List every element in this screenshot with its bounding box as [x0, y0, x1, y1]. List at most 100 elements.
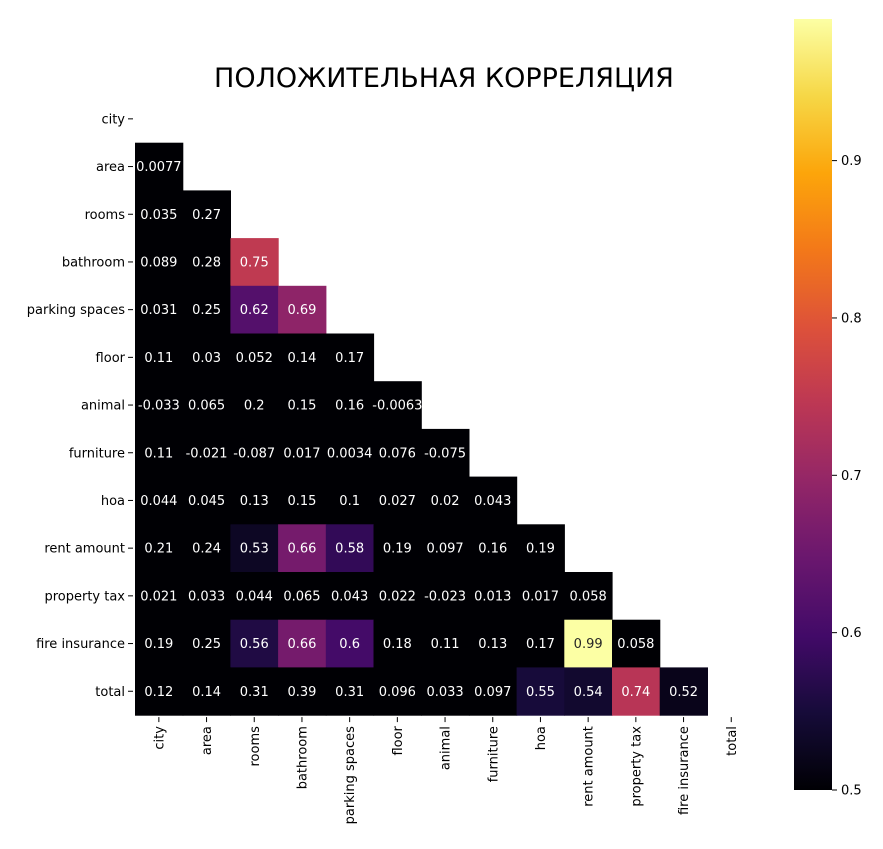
- cell-value-label: 0.99: [574, 637, 603, 652]
- colorbar-tick-label: 0.8: [841, 311, 862, 326]
- cell-value-label: 0.25: [192, 303, 221, 318]
- heatmap-cell: [278, 524, 327, 573]
- heatmap-cell: [421, 428, 470, 478]
- cell-value-label: -0.087: [233, 446, 275, 461]
- cell-value-label: 0.21: [144, 542, 173, 557]
- heatmap-cell: [373, 572, 422, 621]
- cell-value-label: 0.096: [379, 685, 416, 700]
- heatmap-cell: [135, 190, 184, 239]
- y-tick-label: rooms: [85, 208, 126, 223]
- heatmap-cell: [516, 572, 565, 621]
- cell-value-label: 0.75: [240, 255, 269, 270]
- colorbar-ticks: 0.5 0.6 0.7 0.8 0.9: [832, 154, 862, 799]
- cell-value-label: 0.28: [192, 255, 221, 270]
- cell-value-label: 0.15: [287, 399, 316, 414]
- heatmap-cell: [135, 667, 184, 716]
- x-tick-label: bathroom: [295, 726, 310, 789]
- colorbar-tick-label: 0.5: [841, 784, 862, 799]
- x-tick-label: hoa: [534, 726, 549, 750]
- cell-value-label: 0.19: [526, 542, 555, 557]
- cell-value-label: 0.13: [478, 637, 507, 652]
- cell-value-label: 0.18: [383, 637, 412, 652]
- cell-value-label: 0.54: [574, 685, 603, 700]
- y-tick-label: fire insurance: [36, 637, 125, 652]
- x-tick-label: rooms: [248, 726, 263, 767]
- cell-value-label: 0.19: [144, 637, 173, 652]
- y-tick-label: rent amount: [44, 542, 125, 557]
- cell-value-label: 0.0034: [327, 446, 373, 461]
- heatmap-cell: [468, 524, 518, 573]
- y-axis-labels: city area rooms bathroom parking spaces floor…: [27, 112, 133, 700]
- heatmap-cell: [182, 667, 231, 716]
- cell-value-label: 0.16: [478, 542, 507, 557]
- heatmap-cell: [659, 667, 708, 716]
- heatmap-cell: [325, 572, 375, 621]
- cell-value-label: 0.31: [335, 685, 364, 700]
- heatmap-cell: [564, 572, 613, 621]
- cell-value-label: 0.065: [283, 589, 320, 604]
- cell-value-label: 0.11: [431, 637, 460, 652]
- colorbar-tick-label: 0.7: [841, 469, 862, 484]
- colorbar: [794, 19, 832, 790]
- x-axis-labels: city area rooms bathroom parking spaces floor…: [152, 717, 740, 824]
- heatmap-cell: [325, 333, 375, 382]
- heatmap-cell: [325, 524, 375, 573]
- cell-value-label: 0.044: [140, 494, 177, 509]
- cell-value-label: 0.097: [474, 685, 511, 700]
- x-tick-label: total: [725, 726, 740, 756]
- cell-value-label: -0.023: [424, 589, 466, 604]
- heatmap-cell: [278, 333, 327, 382]
- cell-value-label: -0.0063: [372, 399, 422, 414]
- cell-value-label: 0.017: [283, 446, 320, 461]
- cell-value-label: 0.021: [140, 589, 177, 604]
- heatmap-cell: [135, 238, 184, 287]
- cell-value-label: 0.14: [192, 685, 221, 700]
- cell-value-label: 0.022: [379, 589, 416, 604]
- cell-value-label: 0.6: [339, 637, 360, 652]
- y-tick-label: area: [96, 160, 125, 175]
- heatmap-cell: [278, 285, 327, 335]
- heatmap-cell: [135, 572, 184, 621]
- heatmap-cell: [135, 428, 184, 478]
- cell-value-label: 0.1: [339, 494, 360, 509]
- cell-value-label: 0.25: [192, 637, 221, 652]
- cell-value-label: 0.74: [621, 685, 650, 700]
- heatmap-cell: [373, 524, 422, 573]
- heatmap-cell: [182, 190, 231, 239]
- cell-value-label: 0.17: [526, 637, 555, 652]
- heatmap-cell: [564, 619, 613, 668]
- heatmap-cell: [325, 428, 375, 478]
- cell-value-label: -0.021: [186, 446, 228, 461]
- heatmap-cell: [373, 476, 422, 525]
- cell-value-label: 0.62: [240, 303, 269, 318]
- cell-value-label: 0.0077: [136, 160, 182, 175]
- cell-value-label: 0.043: [474, 494, 511, 509]
- colorbar-tick-label: 0.9: [841, 154, 862, 169]
- heatmap-cell: [516, 667, 565, 716]
- cell-value-label: 0.16: [335, 399, 364, 414]
- cell-value-label: 0.065: [188, 399, 225, 414]
- x-tick-label: property tax: [629, 726, 644, 807]
- cell-value-label: 0.39: [287, 685, 316, 700]
- heatmap-cell: [135, 381, 184, 430]
- cell-value-label: 0.02: [431, 494, 460, 509]
- x-tick-label: area: [200, 726, 215, 755]
- heatmap-cell: [230, 667, 279, 716]
- cell-value-label: 0.013: [474, 589, 511, 604]
- x-tick-label: city: [152, 726, 167, 750]
- x-tick-label: furniture: [486, 726, 501, 782]
- heatmap-cell: [421, 572, 470, 621]
- heatmap-cell: [230, 285, 279, 335]
- cell-value-label: 0.089: [140, 255, 177, 270]
- cell-value-label: 0.033: [426, 685, 463, 700]
- cell-value-label: 0.11: [144, 446, 173, 461]
- heatmap-cell: [135, 619, 184, 668]
- cell-value-label: 0.69: [287, 303, 316, 318]
- heatmap-cell: [612, 619, 661, 668]
- cell-value-label: 0.058: [617, 637, 654, 652]
- cell-value-label: 0.55: [526, 685, 555, 700]
- cell-value-label: 0.12: [144, 685, 173, 700]
- cell-value-label: 0.19: [383, 542, 412, 557]
- heatmap-cell: [421, 476, 470, 525]
- cell-value-label: -0.033: [138, 399, 180, 414]
